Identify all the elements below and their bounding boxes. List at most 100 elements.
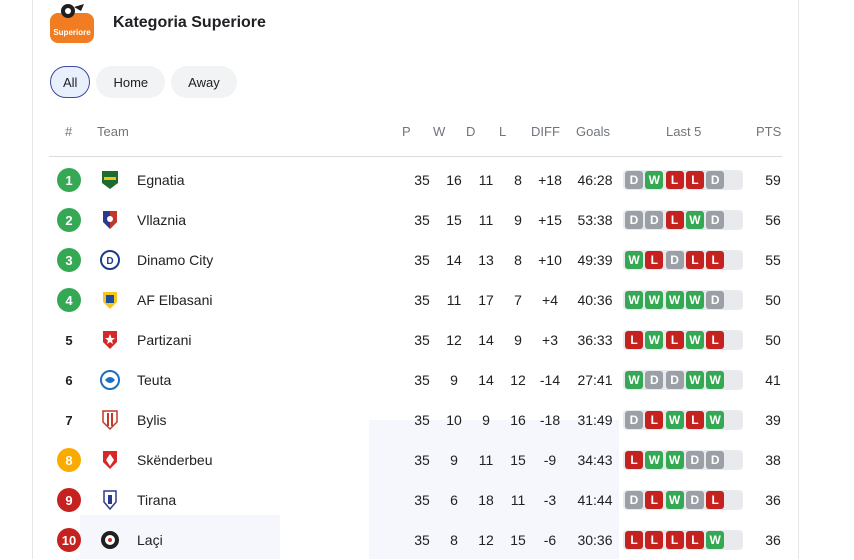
form-result-chip[interactable]: W — [645, 291, 664, 309]
form-result-chip[interactable]: L — [625, 531, 643, 549]
form-result-chip[interactable]: D — [665, 371, 684, 389]
wins-value: 6 — [450, 492, 458, 508]
tab-home[interactable]: Home — [96, 66, 166, 98]
form-result-chip[interactable]: D — [706, 451, 725, 469]
diff-value: +4 — [542, 292, 558, 308]
league-title: Kategoria Superiore — [113, 14, 266, 31]
form-result-chip[interactable]: D — [625, 211, 643, 229]
af-elbasani-crest-icon — [99, 289, 121, 311]
form-result-chip[interactable]: D — [625, 411, 643, 429]
table-row[interactable]: 7 Bylis 35 10 9 16 -18 31:49 39 D L W L W — [48, 400, 783, 440]
form-result-chip[interactable]: W — [665, 451, 684, 469]
form-result-chip[interactable]: L — [685, 251, 704, 269]
points-value: 36 — [765, 492, 781, 508]
table-row[interactable]: 8 Skënderbeu 35 9 11 15 -9 34:43 38 L W W D D — [48, 440, 783, 480]
form-result-chip[interactable]: L — [706, 491, 725, 509]
svg-text:D: D — [106, 256, 113, 267]
table-row[interactable]: 6 Teuta 35 9 14 12 -14 27:41 41 W D D W W — [48, 360, 783, 400]
form-result-chip[interactable]: W — [625, 291, 643, 309]
form-result-chip[interactable]: W — [645, 451, 664, 469]
team-name[interactable]: Dinamo City — [137, 252, 214, 268]
card-left-border — [32, 0, 33, 559]
form-result-chip[interactable]: L — [665, 171, 684, 189]
form-result-chip[interactable]: W — [625, 251, 643, 269]
laci-crest-icon — [99, 529, 121, 551]
form-result-chip[interactable]: W — [645, 331, 664, 349]
wins-value: 14 — [446, 252, 462, 268]
header-last5: Last 5 — [666, 124, 702, 139]
form-result-chip[interactable]: W — [706, 531, 725, 549]
form-result-chip[interactable]: L — [665, 531, 684, 549]
header-points: PTS — [756, 124, 782, 139]
goals-value: 27:41 — [577, 372, 613, 388]
form-result-chip[interactable]: W — [685, 211, 704, 229]
tab-away[interactable]: Away — [171, 66, 237, 98]
team-name[interactable]: Teuta — [137, 372, 172, 388]
form-result-chip[interactable]: D — [685, 491, 704, 509]
form-result-chip[interactable]: L — [706, 251, 725, 269]
form-result-chip[interactable]: L — [645, 251, 664, 269]
form-result-chip[interactable]: L — [625, 451, 643, 469]
form-result-chip[interactable]: W — [625, 371, 643, 389]
form-result-chip[interactable]: L — [685, 411, 704, 429]
card-right-border — [798, 0, 799, 559]
goals-value: 49:39 — [577, 252, 613, 268]
form-result-chip[interactable]: D — [685, 451, 704, 469]
team-name[interactable]: Vllaznia — [137, 212, 187, 228]
header-goals: Goals — [576, 124, 610, 139]
rank-badge: 7 — [65, 412, 73, 428]
form-result-chip[interactable]: D — [706, 171, 725, 189]
team-name[interactable]: Laçi — [137, 532, 163, 548]
form-result-chip[interactable]: L — [685, 171, 704, 189]
team-name[interactable]: AF Elbasani — [137, 292, 213, 308]
form-result-chip[interactable]: W — [665, 291, 684, 309]
table-row[interactable]: 4 AF Elbasani 35 11 17 7 +4 40:36 50 W W W W D — [48, 280, 783, 320]
form-result-chip[interactable]: W — [665, 491, 684, 509]
form-result-chip[interactable]: D — [645, 371, 664, 389]
form-result-chip[interactable]: D — [706, 291, 725, 309]
team-name[interactable]: Partizani — [137, 332, 192, 348]
played-value: 35 — [414, 332, 430, 348]
table-row[interactable]: 1 Egnatia 35 16 11 8 +18 46:28 59 D W L L D — [48, 160, 783, 200]
table-row[interactable]: 10 Laçi 35 8 12 15 -6 30:36 36 L L L L W — [48, 520, 783, 560]
form-result-chip[interactable]: L — [706, 331, 725, 349]
rank-badge: 9 — [57, 488, 81, 512]
form-result-chip[interactable]: W — [706, 411, 725, 429]
form-result-chip[interactable]: L — [685, 531, 704, 549]
team-name[interactable]: Tirana — [137, 492, 177, 508]
draws-value: 14 — [478, 372, 494, 388]
form-result-chip[interactable]: W — [645, 171, 664, 189]
form-result-chip[interactable]: L — [645, 531, 664, 549]
table-row[interactable]: 9 Tirana 35 6 18 11 -3 41:44 36 D L W D L — [48, 480, 783, 520]
table-row[interactable]: 2 Vllaznia 35 15 11 9 +15 53:38 56 D D L W D — [48, 200, 783, 240]
losses-value: 15 — [510, 452, 526, 468]
team-name[interactable]: Skënderbeu — [137, 452, 213, 468]
points-value: 39 — [765, 412, 781, 428]
team-name[interactable]: Egnatia — [137, 172, 185, 188]
form-result-chip[interactable]: L — [665, 211, 684, 229]
diff-value: -6 — [543, 532, 557, 548]
team-name[interactable]: Bylis — [137, 412, 167, 428]
venue-tabs: All Home Away — [50, 66, 237, 98]
form-result-chip[interactable]: D — [625, 491, 643, 509]
form-result-chip[interactable]: L — [625, 331, 643, 349]
form-result-chip[interactable]: L — [665, 331, 684, 349]
form-result-chip[interactable]: W — [665, 411, 684, 429]
rank-badge: 5 — [65, 332, 73, 348]
form-result-chip[interactable]: L — [645, 411, 664, 429]
form-result-chip[interactable]: D — [665, 251, 684, 269]
form-result-chip[interactable]: L — [645, 491, 664, 509]
form-result-chip[interactable]: W — [706, 371, 725, 389]
table-row[interactable]: 3 D Dinamo City 35 14 13 8 +10 49:39 55 W L D L L — [48, 240, 783, 280]
form-result-chip[interactable]: W — [685, 331, 704, 349]
form-result-chip[interactable]: D — [706, 211, 725, 229]
table-row[interactable]: 5 Partizani 35 12 14 9 +3 36:33 50 L W L W L — [48, 320, 783, 360]
form-result-chip[interactable]: W — [685, 371, 704, 389]
tab-all[interactable]: All — [50, 66, 91, 98]
form-result-chip[interactable]: D — [645, 211, 664, 229]
form-result-chip[interactable]: W — [685, 291, 704, 309]
form-result-chip[interactable]: D — [625, 171, 643, 189]
losses-value: 16 — [510, 412, 526, 428]
